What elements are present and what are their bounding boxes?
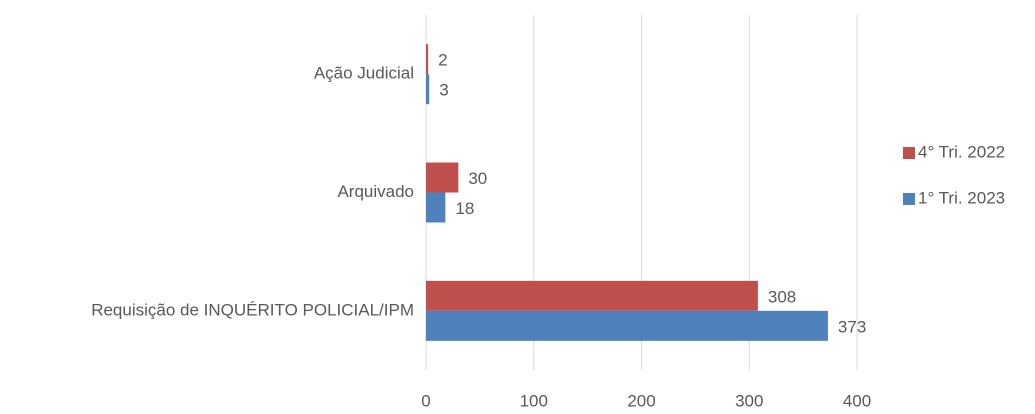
x-tick-label: 400 [843,391,871,409]
x-tick-label: 200 [627,391,655,409]
legend-label: 4° Tri. 2022 [918,142,1005,161]
data-label: 2 [438,51,447,70]
y-tick-label: Requisição de INQUÉRITO POLICIAL/IPM [91,300,414,319]
data-label: 308 [768,287,796,306]
y-tick-label: Arquivado [337,182,414,201]
data-label: 30 [468,169,487,188]
data-label: 373 [838,317,866,336]
bar [426,280,758,311]
x-tick-label: 0 [421,391,430,409]
bar [426,74,430,105]
legend-label: 1° Tri. 2023 [918,188,1005,207]
x-tick-label: 100 [520,391,548,409]
legend-swatch [903,193,915,205]
bar [426,310,828,341]
data-label: 18 [455,199,474,218]
x-tick-label: 300 [735,391,763,409]
bar [426,162,459,193]
bar [426,192,446,223]
y-tick-label: Ação Judicial [314,64,414,83]
data-label: 3 [439,81,448,100]
legend-swatch [903,147,915,159]
bar [426,44,429,75]
